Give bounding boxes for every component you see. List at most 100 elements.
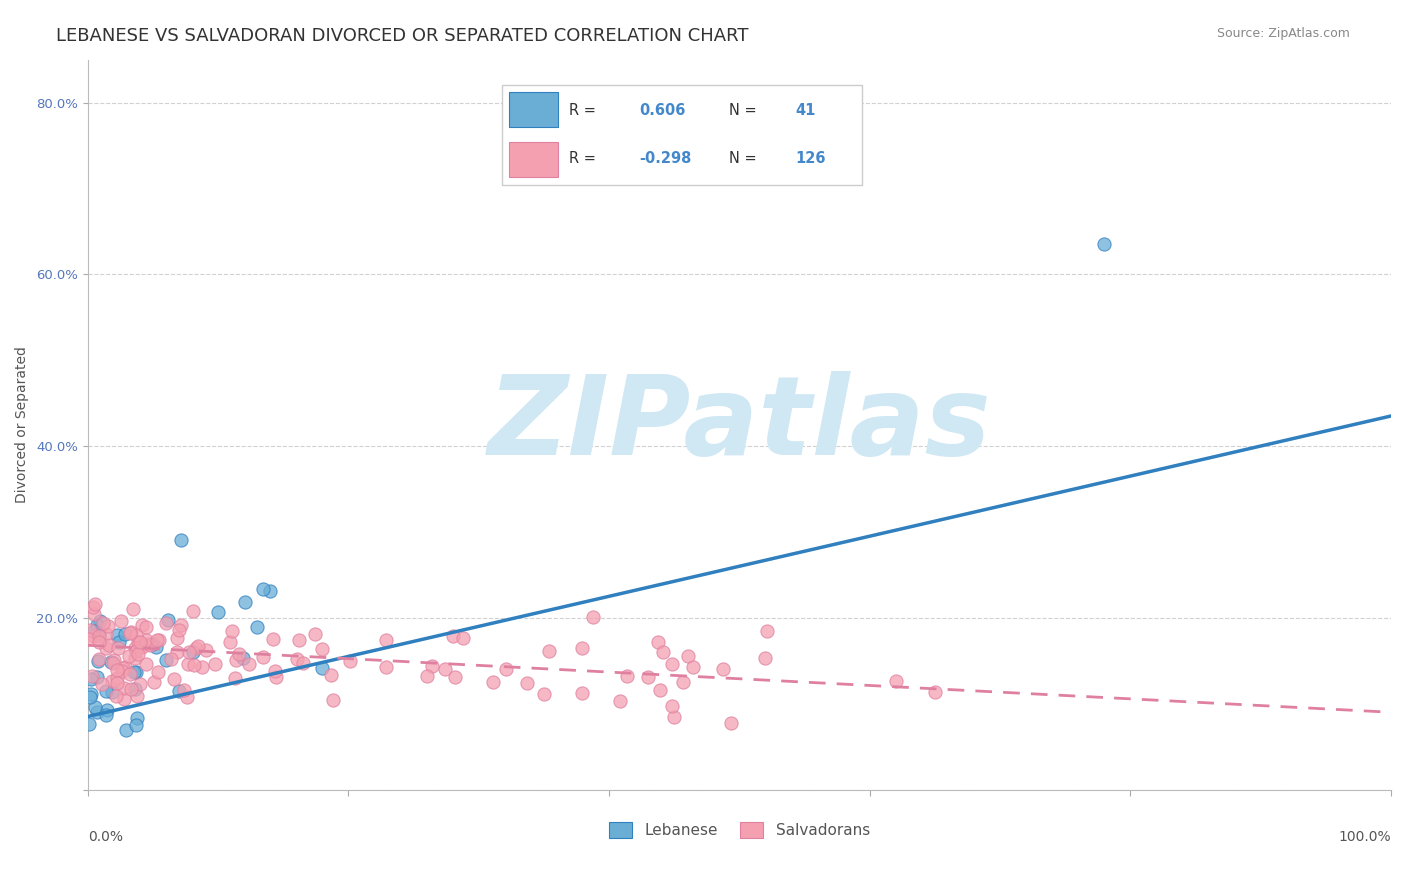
Point	[90, 676, 112, 690]
Point	[682, 659, 704, 673]
Point	[83, 629, 105, 643]
Point	[107, 640, 129, 655]
Point	[97, 619, 120, 633]
Point	[311, 641, 333, 656]
Point	[96, 627, 118, 641]
Point	[661, 698, 683, 713]
Point	[720, 715, 742, 730]
Point	[755, 624, 778, 638]
Point	[118, 666, 141, 681]
Point	[181, 645, 204, 659]
Point	[101, 685, 124, 699]
Point	[648, 682, 671, 697]
Point	[339, 654, 361, 668]
Point	[135, 632, 157, 647]
Point	[125, 628, 148, 642]
Point	[482, 675, 505, 690]
Point	[156, 613, 179, 627]
Point	[112, 681, 135, 696]
Point	[647, 635, 669, 649]
Point	[186, 641, 208, 656]
Point	[118, 648, 141, 663]
Point	[121, 601, 143, 615]
Point	[319, 668, 342, 682]
Point	[127, 635, 149, 649]
Point	[252, 649, 274, 664]
Point	[127, 648, 149, 662]
Point	[415, 668, 437, 682]
Point	[94, 640, 117, 655]
Point	[322, 692, 344, 706]
Point	[443, 670, 465, 684]
Text: LEBANESE VS SALVADORAN DIVORCED OR SEPARATED CORRELATION CHART: LEBANESE VS SALVADORAN DIVORCED OR SEPAR…	[56, 27, 749, 45]
Point	[79, 690, 101, 705]
Point	[177, 645, 200, 659]
Point	[141, 637, 163, 651]
Point	[163, 672, 186, 686]
Point	[285, 651, 308, 665]
Point	[105, 676, 128, 690]
Point	[204, 657, 226, 672]
Point	[125, 711, 148, 725]
Point	[111, 664, 134, 678]
Point	[571, 686, 593, 700]
Point	[108, 635, 131, 649]
Point	[191, 659, 214, 673]
Point	[262, 632, 284, 646]
Point	[252, 582, 274, 597]
Point	[375, 660, 398, 674]
Point	[87, 654, 110, 668]
Point	[311, 661, 333, 675]
Point	[131, 618, 153, 632]
Point	[533, 687, 555, 701]
Point	[516, 676, 538, 690]
Point	[146, 665, 169, 679]
Point	[87, 629, 110, 643]
Point	[571, 640, 593, 655]
Point	[94, 684, 117, 698]
Point	[139, 638, 162, 652]
Point	[118, 626, 141, 640]
Point	[103, 653, 125, 667]
Point	[135, 657, 157, 672]
Point	[288, 633, 311, 648]
Point	[160, 652, 183, 666]
Point	[292, 656, 315, 670]
Point	[451, 631, 474, 645]
Point	[124, 640, 146, 655]
Point	[96, 703, 118, 717]
Text: 100.0%: 100.0%	[1339, 830, 1391, 844]
Point	[304, 627, 326, 641]
Point	[84, 597, 107, 611]
Point	[124, 665, 146, 679]
Point	[143, 675, 166, 690]
Point	[124, 665, 146, 680]
Point	[80, 672, 103, 686]
Point	[114, 627, 136, 641]
Point	[86, 706, 108, 720]
Point	[537, 644, 560, 658]
Point	[176, 690, 198, 704]
Point	[105, 671, 128, 685]
Point	[616, 669, 638, 683]
Point	[104, 689, 127, 703]
Point	[433, 661, 456, 675]
Point	[105, 664, 128, 678]
Point	[233, 595, 256, 609]
Point	[80, 687, 103, 701]
Point	[120, 625, 142, 640]
Point	[120, 682, 142, 697]
Text: 0.0%: 0.0%	[87, 830, 122, 844]
Point	[221, 624, 243, 638]
Point	[124, 681, 146, 696]
Point	[754, 651, 776, 665]
Point	[183, 604, 205, 618]
Point	[129, 677, 152, 691]
Point	[80, 669, 103, 683]
Point	[84, 700, 107, 714]
Point	[131, 640, 153, 654]
Y-axis label: Divorced or Separated: Divorced or Separated	[15, 346, 30, 503]
Point	[177, 657, 200, 672]
Point	[77, 717, 100, 731]
Point	[87, 627, 110, 641]
